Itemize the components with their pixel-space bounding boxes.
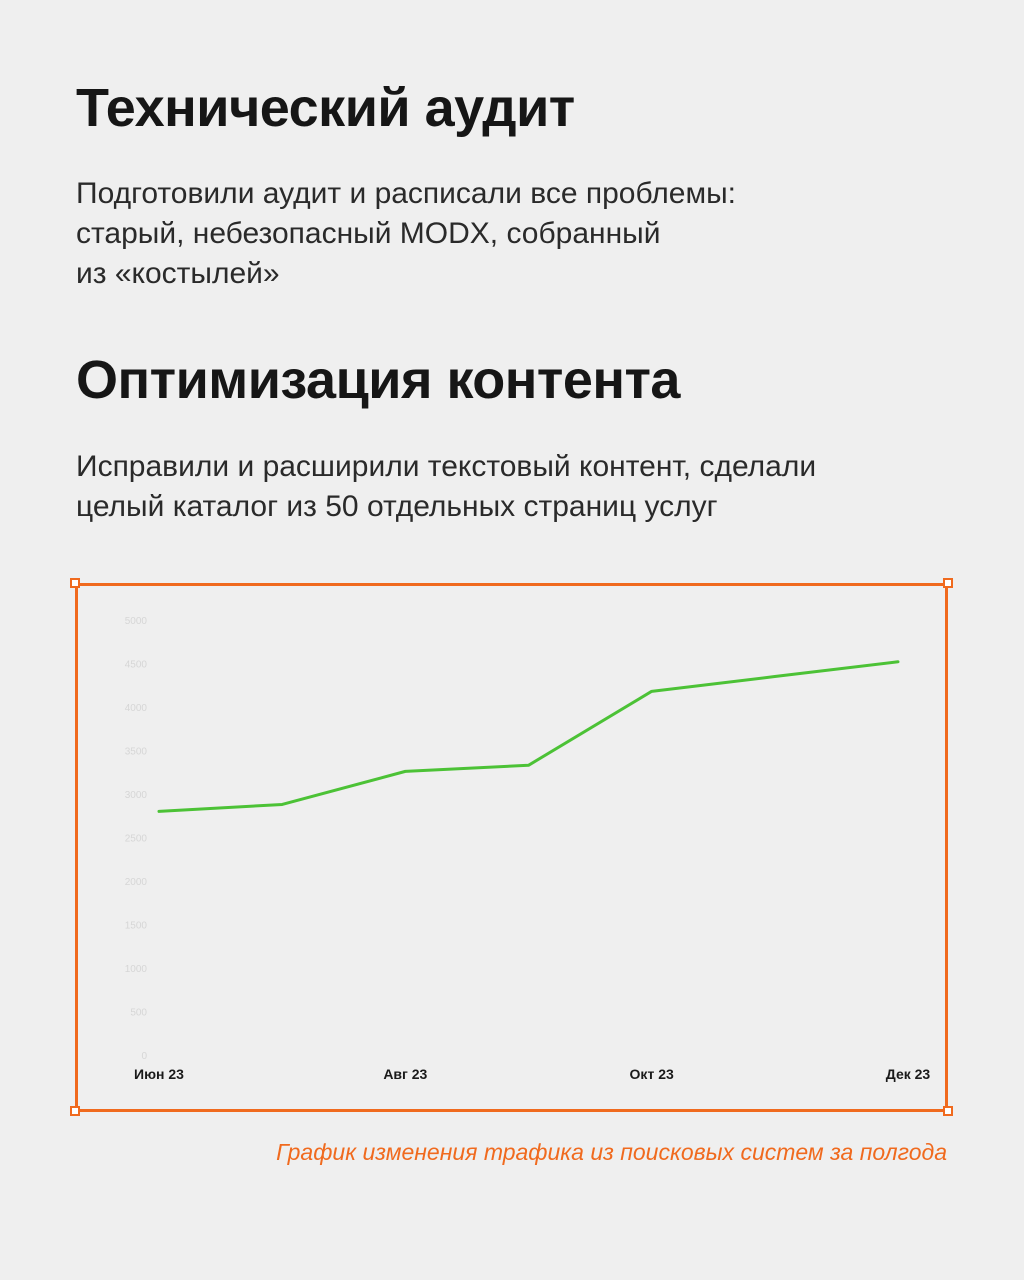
y-axis-ticks: 0 500 1000 1500 2000 2500 3000 3500 4000 4500 5000 [125, 616, 148, 1062]
x-tick-label: Июн 23 [134, 1066, 184, 1082]
y-tick-label: 0 [141, 1051, 147, 1062]
y-tick-label: 4500 [125, 660, 148, 671]
y-tick-label: 4000 [125, 703, 148, 714]
text-line: Исправили и расширили текстовый контент,… [76, 450, 817, 483]
text-line: Подготовили аудит и расписали все пробле… [76, 177, 736, 210]
y-tick-label: 500 [130, 1008, 147, 1019]
y-tick-label: 1500 [125, 921, 148, 932]
x-axis-ticks: Июн 23 Авг 23 Окт 23 Дек 23 [134, 1066, 930, 1082]
y-tick-label: 1000 [125, 964, 148, 975]
section-title-tech-audit: Технический аудит [76, 78, 575, 138]
section-title-content-optimization: Оптимизация контента [76, 350, 680, 410]
selection-handle-top-right [943, 578, 953, 588]
y-tick-label: 2000 [125, 877, 148, 888]
section-text-tech-audit: Подготовили аудит и расписали все пробле… [76, 174, 736, 294]
section-text-content-optimization: Исправили и расширили текстовый контент,… [76, 447, 816, 527]
y-tick-label: 3500 [125, 747, 148, 758]
chart-grid [158, 619, 899, 1056]
x-tick-label: Окт 23 [630, 1066, 674, 1082]
x-tick-label: Авг 23 [383, 1066, 427, 1082]
chart-selection-frame [75, 583, 948, 1112]
chart-caption: График изменения трафика из поисковых си… [276, 1139, 947, 1165]
selection-handle-top-left [70, 578, 80, 588]
chart-series [157, 660, 900, 813]
text-line: целый каталог из 50 отдельных страниц ус… [76, 490, 718, 523]
selection-handle-bottom-right [943, 1106, 953, 1116]
y-tick-label: 5000 [125, 616, 148, 627]
text-line: старый, небезопасный MODX, собранный [76, 217, 661, 250]
y-tick-label: 2500 [125, 834, 148, 845]
text-line: из «костылей» [76, 257, 280, 290]
traffic-series-line [157, 660, 900, 813]
x-tick-label: Дек 23 [886, 1066, 931, 1082]
selection-handle-bottom-left [70, 1106, 80, 1116]
y-tick-label: 3000 [125, 790, 148, 801]
